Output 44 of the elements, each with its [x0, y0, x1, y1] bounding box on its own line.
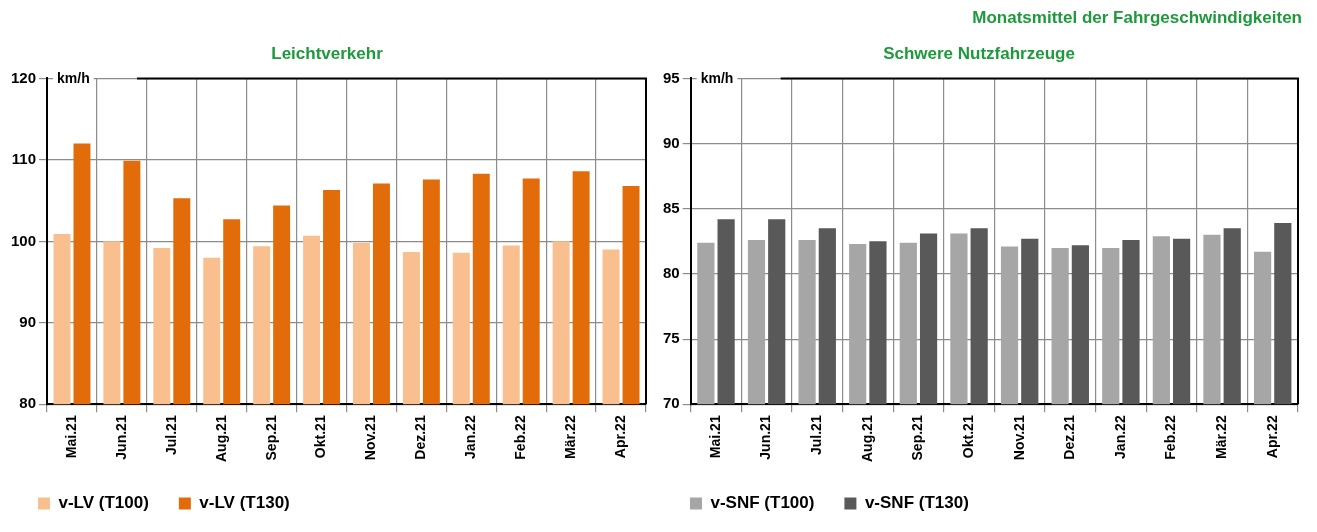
x-tick-label: Jan.22 [1111, 415, 1128, 459]
x-tick-label: Mär.22 [1212, 415, 1229, 459]
x-tick-label: Jun.21 [112, 415, 129, 460]
y-tick-label: 110 [11, 150, 37, 168]
x-tick-label: Aug.21 [212, 415, 229, 463]
y-tick-label: 90 [663, 133, 680, 151]
y-tick-label: 85 [663, 198, 680, 216]
y-tick-label: 120 [11, 68, 37, 86]
y-tick-label: 100 [11, 231, 37, 249]
x-tick-label: Okt.21 [959, 415, 976, 459]
x-tick-label: Dez.21 [1061, 415, 1078, 460]
x-tick-label: Okt.21 [312, 415, 329, 459]
x-tick-label: Nov.21 [362, 415, 379, 461]
chart-title: Schwere Nutzfahrzeuge [883, 43, 1075, 63]
legend-label: v-LV (T130) [199, 493, 290, 513]
x-tick-label: Jun.21 [757, 415, 774, 460]
x-tick-label: Sep.21 [909, 415, 926, 461]
x-tick-label: Jul.21 [162, 415, 179, 456]
legend-label: v-SNF (T130) [864, 493, 969, 513]
x-tick-label: Apr.22 [1263, 415, 1280, 459]
x-tick-label: Apr.22 [611, 415, 628, 459]
y-tick-label: 90 [19, 312, 37, 330]
y-tick-label: 75 [663, 329, 680, 347]
x-tick-label: Mai.21 [706, 415, 723, 459]
y-tick-label: 80 [19, 394, 37, 412]
text: Monatsmittel der Fahrgeschwindigkeiten [972, 8, 1302, 27]
y-axis-title: km/h [700, 70, 734, 87]
x-tick-label: Feb.22 [512, 415, 529, 460]
x-tick-label: Nov.21 [1010, 415, 1027, 461]
chart-title: Leichtverkehr [271, 43, 384, 63]
x-tick-label: Aug.21 [858, 415, 875, 463]
x-tick-label: Mai.21 [62, 415, 79, 459]
x-tick-label: Sep.21 [262, 415, 279, 461]
x-tick-label: Feb.22 [1162, 415, 1179, 460]
legend-label: v-LV (T100) [58, 493, 149, 513]
x-tick-label: Jul.21 [808, 415, 825, 456]
x-tick-label: Jan.22 [462, 415, 479, 459]
y-tick-label: 80 [663, 264, 680, 282]
y-tick-label: 95 [663, 68, 680, 86]
y-tick-label: 70 [663, 394, 680, 412]
x-tick-label: Dez.21 [412, 415, 429, 460]
y-axis-title: km/h [57, 70, 90, 87]
legend-label: v-SNF (T100) [710, 493, 815, 513]
x-tick-label: Mär.22 [561, 415, 578, 459]
